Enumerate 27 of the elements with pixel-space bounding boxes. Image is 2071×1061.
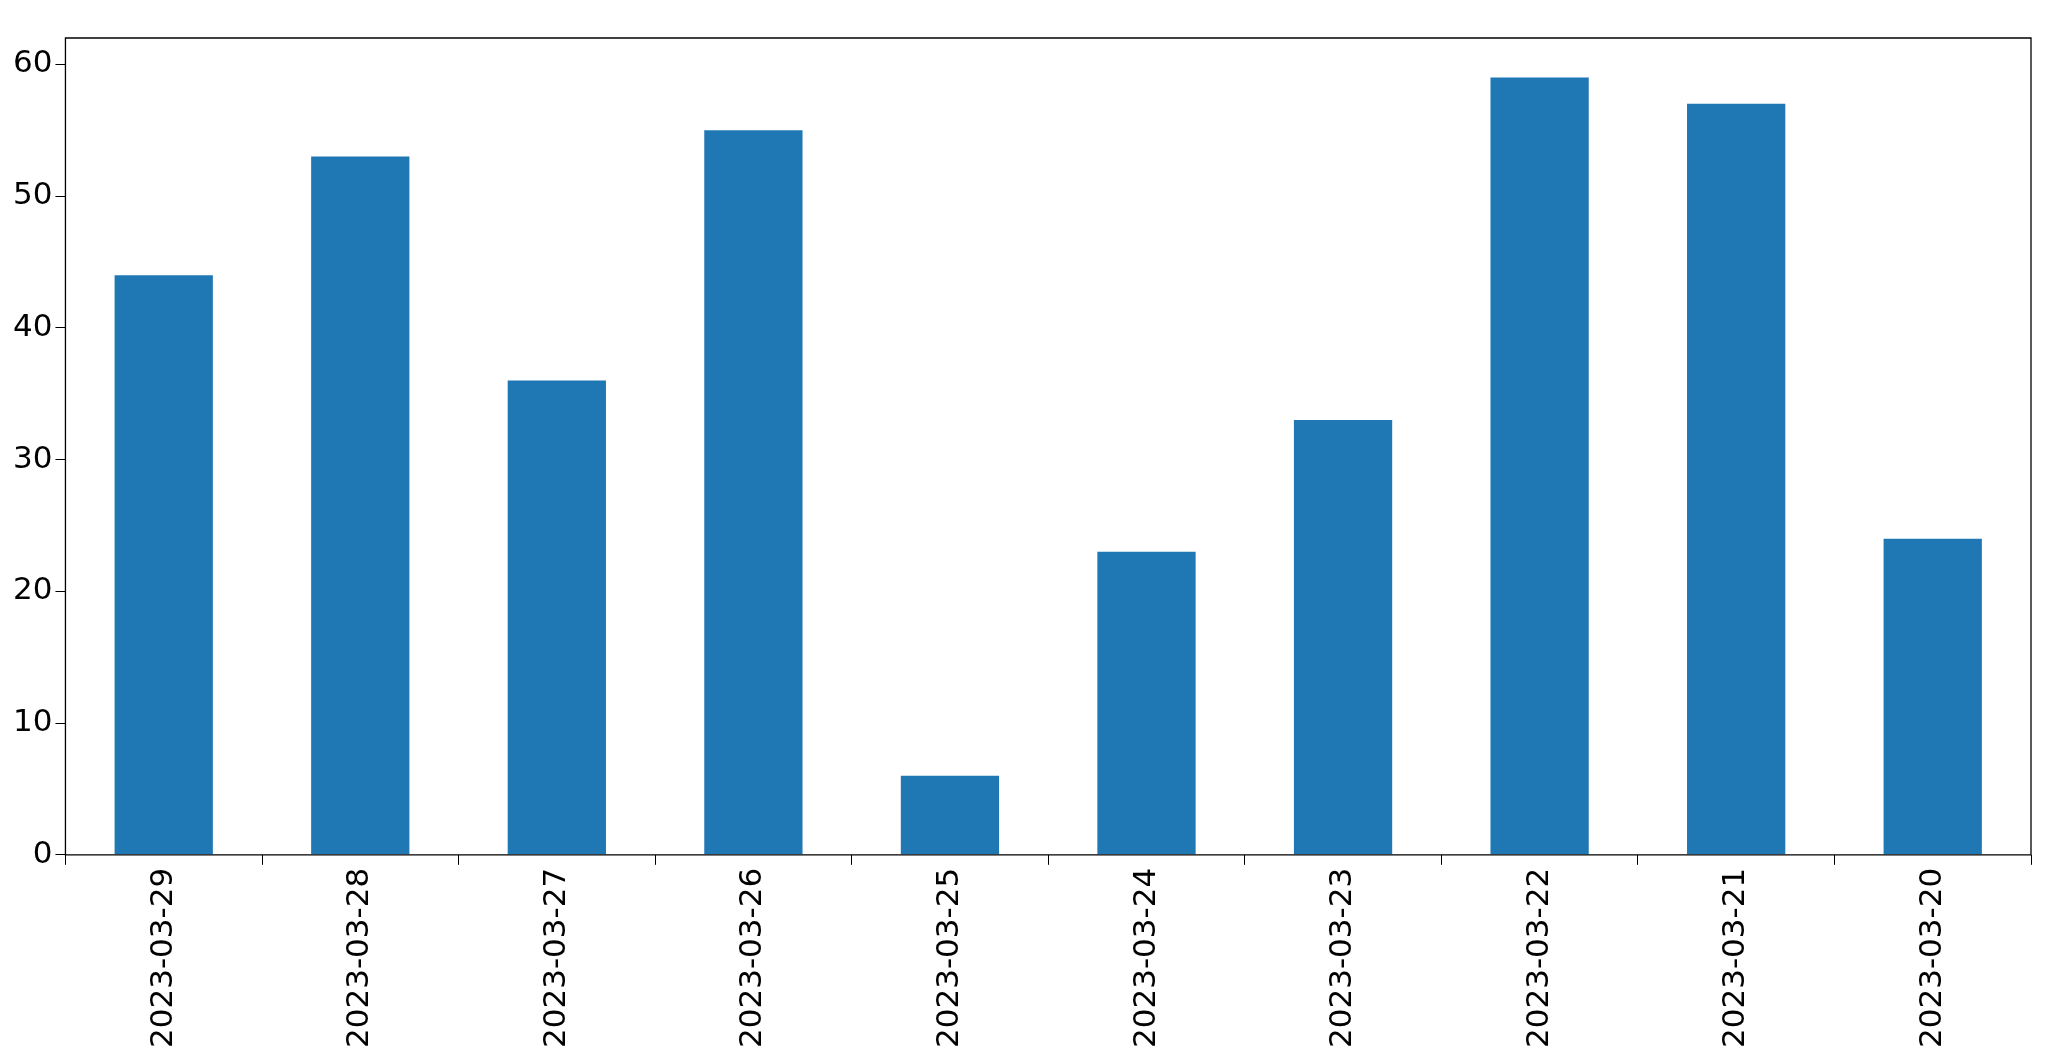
x-tick-label: 2023-03-22 [1518,867,1555,1049]
bar [507,380,606,855]
bar [1883,538,1982,855]
x-tick-label: 2023-03-25 [928,867,965,1049]
x-tick-label: 2023-03-20 [1911,867,1948,1049]
x-tick-label: 2023-03-28 [339,867,376,1049]
bar [1687,103,1786,855]
bar [311,156,410,855]
x-tick-label: 2023-03-24 [1125,867,1162,1049]
bar [114,275,213,855]
bar [1293,420,1393,855]
x-tick-label: 2023-03-27 [535,867,572,1049]
y-tick-label: 40 [12,306,53,343]
bar [900,775,1000,855]
y-tick-label: 10 [12,702,53,739]
y-tick-label: 20 [12,570,53,607]
x-tick-label: 2023-03-26 [732,867,769,1049]
bar [1490,77,1589,855]
x-tick-label: 2023-03-23 [1322,867,1359,1049]
bar [704,130,803,855]
y-tick-label: 60 [12,43,53,80]
y-tick-label: 50 [12,175,53,212]
x-tick-label: 2023-03-21 [1715,867,1752,1049]
y-tick-label: 0 [32,833,53,870]
y-tick-label: 30 [12,438,53,475]
x-tick-label: 2023-03-29 [142,867,179,1049]
bar [1097,551,1196,855]
